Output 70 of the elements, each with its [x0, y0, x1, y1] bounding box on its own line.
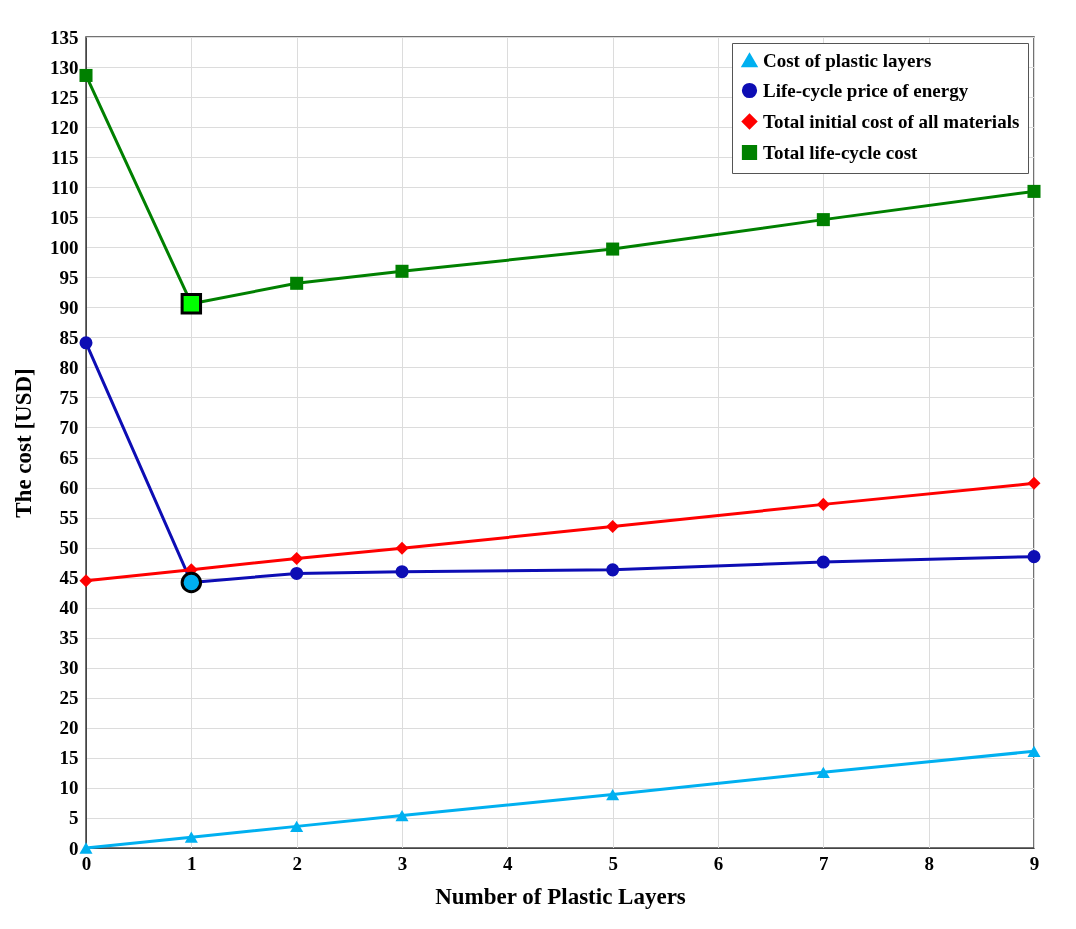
- point: [816, 766, 830, 778]
- point: [395, 565, 409, 579]
- point: [606, 520, 620, 534]
- point: [290, 566, 304, 580]
- x-tick-label: 6: [713, 852, 724, 874]
- y-tick-label: 85: [59, 326, 79, 348]
- legend-label: Total life-cycle cost: [763, 141, 919, 163]
- legend-label: Total initial cost of all materials: [763, 110, 1020, 132]
- x-tick-label: 2: [292, 852, 302, 874]
- y-tick-label: 15: [59, 747, 79, 769]
- y-tick-label: 5: [69, 807, 79, 829]
- point: [1027, 550, 1041, 564]
- y-tick-label: 50: [59, 537, 79, 559]
- y-tick-label: 120: [50, 116, 79, 138]
- point: [606, 563, 620, 577]
- legend-label: Life-cycle price of energy: [763, 79, 969, 101]
- x-tick-label: 4: [503, 852, 514, 874]
- y-tick-label: 30: [59, 657, 79, 679]
- point: [290, 551, 304, 565]
- y-tick-label: 25: [59, 687, 79, 709]
- point: [290, 276, 304, 290]
- point: [395, 541, 409, 555]
- point: [79, 336, 93, 350]
- y-tick-label: 90: [59, 296, 79, 318]
- y-tick-label: 130: [50, 56, 79, 78]
- y-tick-label: 80: [59, 356, 79, 378]
- x-tick-label: 9: [1029, 852, 1040, 874]
- point: [79, 574, 93, 588]
- legend-label: Cost of plastic layers: [763, 49, 932, 71]
- y-tick-label: 115: [51, 146, 79, 168]
- x-axis-title: Number of Plastic Layers: [435, 883, 686, 909]
- y-tick-label: 135: [50, 26, 79, 48]
- y-tick-label: 100: [50, 236, 79, 258]
- point: [395, 264, 409, 278]
- x-tick-label: 7: [819, 852, 830, 874]
- point: [816, 497, 830, 511]
- y-tick-label: 55: [59, 507, 79, 529]
- x-tick-label: 8: [924, 852, 934, 874]
- y-tick-label: 125: [50, 86, 79, 108]
- y-tick-label: 110: [51, 176, 79, 198]
- y-tick-label: 60: [59, 477, 79, 499]
- x-tick-label: 5: [608, 852, 618, 874]
- point: [184, 831, 198, 843]
- point: [1027, 745, 1041, 757]
- y-tick-label: 35: [59, 627, 79, 649]
- x-tick-label: 1: [187, 852, 197, 874]
- point: [606, 242, 620, 256]
- y-tick-label: 45: [59, 567, 79, 589]
- y-tick-label: 10: [59, 777, 79, 799]
- y-tick-label: 65: [59, 447, 79, 469]
- point: [816, 213, 830, 227]
- y-tick-label: 95: [59, 266, 79, 288]
- y-tick-label: 20: [59, 717, 79, 739]
- point: [180, 571, 203, 594]
- point: [395, 809, 409, 822]
- point: [79, 68, 93, 82]
- point: [290, 820, 304, 833]
- point: [1027, 476, 1041, 490]
- point: [1027, 184, 1041, 198]
- point: [816, 555, 830, 569]
- y-tick-label: 105: [50, 206, 79, 228]
- x-tick-label: 3: [397, 852, 408, 874]
- y-tick-label: 40: [59, 597, 79, 619]
- point: [180, 293, 203, 315]
- point: [79, 842, 93, 854]
- y-tick-label: 75: [59, 386, 79, 408]
- y-tick-label: 70: [59, 416, 79, 438]
- point: [606, 788, 620, 801]
- y-tick-label: 0: [69, 837, 79, 859]
- y-axis-title: The cost [USD]: [11, 368, 36, 518]
